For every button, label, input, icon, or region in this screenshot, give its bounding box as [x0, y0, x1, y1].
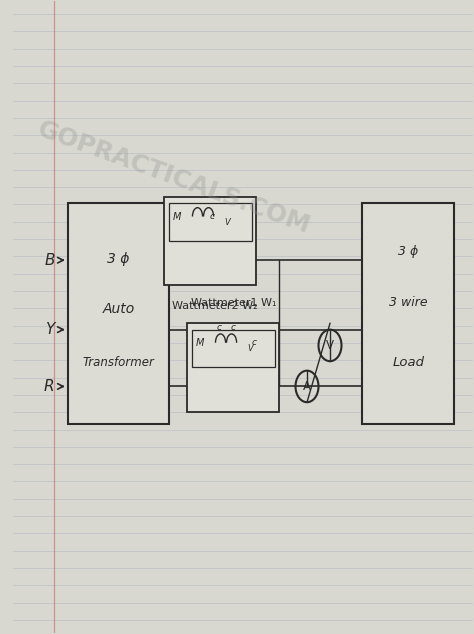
Text: R: R: [44, 379, 55, 394]
Text: Transformer: Transformer: [82, 356, 155, 369]
Text: GOPRACTICALS.COM: GOPRACTICALS.COM: [34, 117, 313, 239]
Bar: [192, 330, 275, 368]
Text: V: V: [326, 339, 334, 352]
Text: V: V: [247, 344, 253, 353]
Text: c: c: [251, 339, 256, 347]
Text: B: B: [44, 253, 55, 268]
Text: 3 ϕ: 3 ϕ: [398, 245, 419, 259]
Text: c: c: [217, 323, 222, 332]
Text: Wattmeter2 W₂: Wattmeter2 W₂: [172, 301, 258, 311]
Text: Y: Y: [45, 322, 54, 337]
Text: 3 wire: 3 wire: [389, 296, 428, 309]
Text: 3 ϕ: 3 ϕ: [107, 252, 129, 266]
Text: c: c: [210, 212, 215, 221]
Bar: [187, 323, 279, 411]
Text: Wattmeter1 W₁: Wattmeter1 W₁: [191, 297, 276, 307]
Text: c: c: [230, 323, 236, 332]
Text: A: A: [303, 380, 311, 393]
Text: Load: Load: [392, 356, 424, 369]
Text: V: V: [224, 218, 230, 227]
Bar: [169, 204, 252, 242]
Bar: [68, 204, 169, 424]
Bar: [362, 204, 454, 424]
Text: M: M: [196, 338, 204, 348]
Text: Auto: Auto: [102, 302, 135, 316]
Bar: [164, 197, 256, 285]
Text: M: M: [173, 212, 182, 221]
